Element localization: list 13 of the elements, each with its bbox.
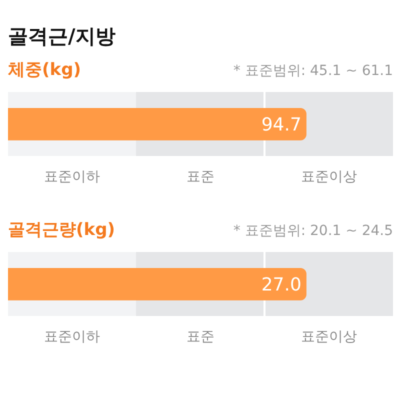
- text: 표준이상: [300, 328, 358, 346]
- text: 표준: [185, 328, 216, 346]
- data-label: 94.7: [261, 114, 302, 136]
- text: 골격근/지방: [8, 23, 116, 50]
- text: 체중(kg): [8, 59, 82, 81]
- text: 표준이하: [43, 328, 102, 346]
- text: 표준이상: [300, 168, 358, 186]
- data-label: 27.0: [261, 274, 302, 296]
- text: * 표준범위: 20.1 ~ 24.5: [233, 222, 393, 240]
- text: 표준이하: [43, 168, 102, 186]
- text: 표준: [185, 168, 216, 186]
- text: 골격근량(kg): [8, 219, 116, 241]
- text: * 표준범위: 45.1 ~ 61.1: [233, 62, 393, 80]
